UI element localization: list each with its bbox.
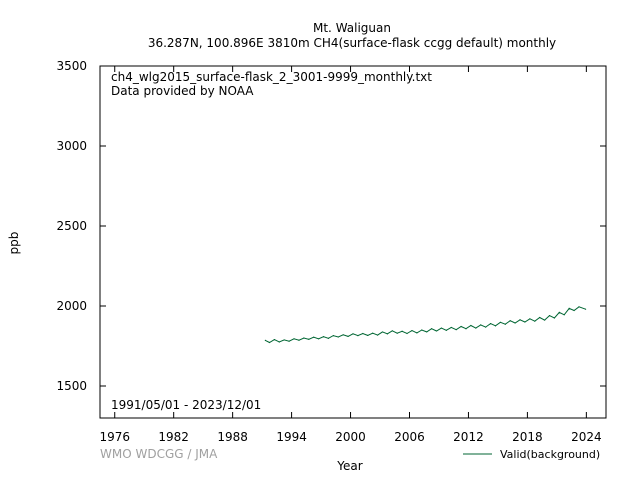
x-tick-label: 1994 — [276, 430, 307, 444]
data-point — [411, 330, 413, 332]
data-point — [406, 332, 408, 335]
series-line — [265, 306, 586, 344]
data-point — [313, 336, 315, 338]
data-point — [509, 320, 511, 322]
chart-subtitle: 36.287N, 100.896E 3810m CH4(surface-flas… — [148, 36, 556, 50]
data-point — [401, 330, 403, 332]
legend-label: Valid(background) — [500, 448, 600, 461]
data-point — [529, 318, 531, 320]
series-layer — [264, 306, 587, 344]
data-point — [440, 327, 443, 329]
data-point — [445, 329, 447, 331]
data-point — [431, 328, 433, 330]
y-tick-label: 2000 — [56, 299, 87, 313]
data-point — [298, 339, 300, 341]
data-point — [322, 336, 325, 338]
data-point — [494, 325, 497, 327]
data-point — [465, 328, 467, 330]
data-point — [372, 332, 374, 334]
data-point — [539, 316, 541, 319]
data-point — [416, 332, 418, 334]
data-point — [480, 324, 482, 326]
data-point — [318, 338, 320, 340]
data-point — [367, 334, 369, 337]
data-point — [548, 315, 551, 317]
legend: Valid(background) — [463, 448, 600, 461]
data-point — [499, 321, 501, 323]
y-tick-label: 1500 — [56, 379, 87, 393]
x-tick-label: 1976 — [99, 430, 130, 444]
file-label: ch4_wlg2015_surface-flask_2_3001-9999_mo… — [111, 70, 432, 84]
data-point — [288, 340, 290, 342]
data-point — [273, 339, 275, 341]
y-tick-label: 2500 — [56, 219, 87, 233]
y-axis: 1500 2000 2500 3000 3500 — [56, 59, 606, 393]
data-point — [514, 322, 516, 324]
date-range-label: 1991/05/01 - 2023/12/01 — [111, 398, 261, 412]
data-point — [519, 319, 521, 321]
x-tick-label: 2000 — [335, 430, 366, 444]
y-tick-label: 3500 — [56, 59, 87, 73]
data-point — [278, 341, 280, 343]
data-point — [524, 321, 526, 323]
data-point — [421, 329, 423, 331]
data-point — [553, 317, 556, 319]
x-axis-label: Year — [336, 459, 362, 473]
y-tick-label: 3000 — [56, 139, 87, 153]
x-tick-label: 2024 — [571, 430, 602, 444]
data-point — [362, 332, 364, 335]
data-point — [357, 335, 359, 337]
data-point — [381, 331, 384, 333]
data-point — [475, 327, 477, 329]
data-point — [543, 319, 546, 321]
x-tick-label: 1982 — [158, 430, 189, 444]
data-point — [376, 334, 379, 336]
x-tick-label: 2006 — [394, 430, 425, 444]
x-tick-label: 2018 — [512, 430, 543, 444]
data-point — [347, 335, 349, 337]
data-point — [563, 314, 565, 316]
x-axis: 1976 1982 1988 1994 2000 2006 2012 2018 2024 — [99, 66, 602, 444]
data-point — [534, 320, 536, 322]
data-point — [573, 309, 575, 312]
plot-frame — [99, 65, 607, 419]
credit-label: WMO WDCGG / JMA — [100, 447, 218, 461]
data-point — [337, 336, 339, 338]
data-point — [264, 339, 266, 341]
data-point — [426, 331, 428, 333]
data-point — [332, 335, 334, 337]
data-point — [308, 338, 310, 340]
data-point — [489, 323, 492, 325]
data-point — [396, 332, 398, 334]
provider-label: Data provided by NOAA — [111, 84, 254, 98]
data-point — [460, 325, 462, 328]
data-point — [485, 326, 487, 328]
data-point — [578, 306, 580, 308]
data-point — [386, 333, 388, 335]
y-axis-label: ppb — [7, 232, 21, 255]
data-point — [558, 311, 560, 313]
data-point — [293, 338, 295, 340]
x-tick-label: 1988 — [217, 430, 248, 444]
chart-title: Mt. Waliguan — [313, 21, 391, 35]
data-point — [470, 324, 472, 327]
data-point — [268, 341, 271, 344]
x-tick-label: 2012 — [453, 430, 484, 444]
data-point — [435, 330, 438, 332]
data-point — [391, 330, 393, 332]
data-point — [342, 334, 344, 336]
data-point — [455, 329, 457, 331]
data-point — [504, 323, 506, 325]
data-point — [568, 307, 570, 309]
data-point — [450, 326, 452, 329]
data-point — [352, 333, 354, 335]
data-point — [584, 308, 587, 310]
data-point — [283, 339, 285, 341]
data-point — [327, 337, 330, 339]
data-point — [303, 337, 305, 339]
